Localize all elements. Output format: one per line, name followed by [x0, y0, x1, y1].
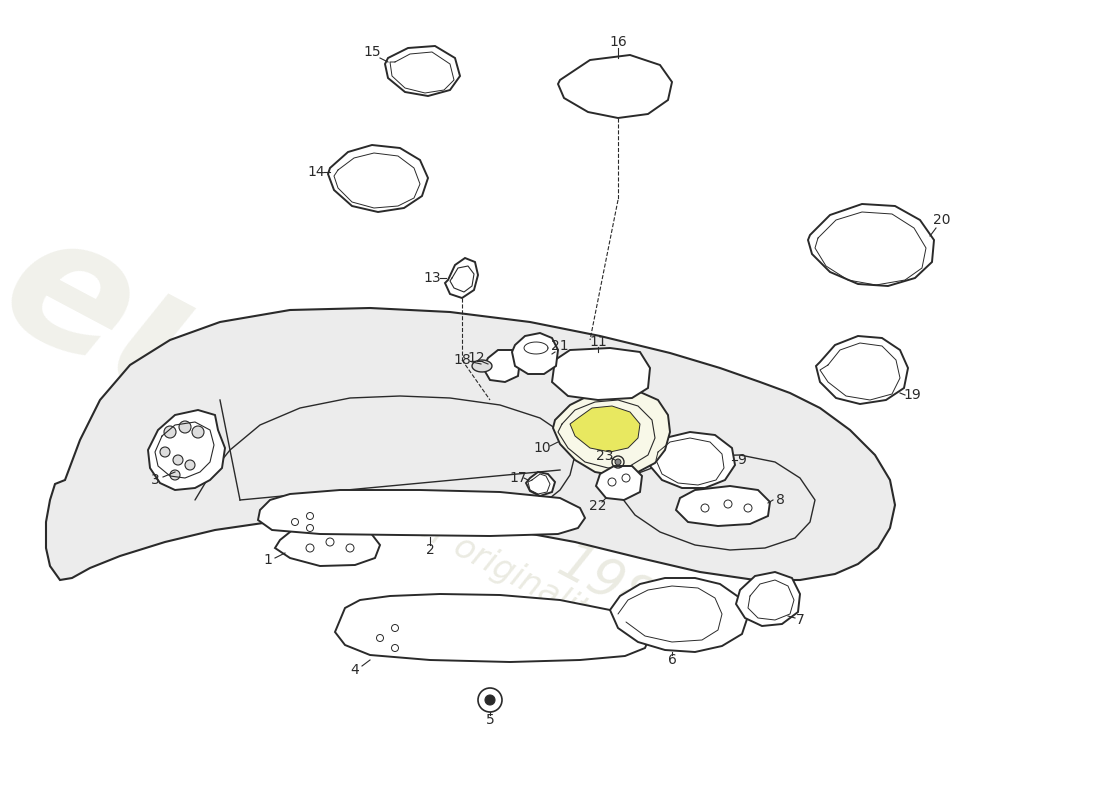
Polygon shape — [275, 522, 380, 566]
Text: 22: 22 — [590, 499, 607, 513]
Text: euro: euro — [0, 194, 466, 566]
Text: 3: 3 — [151, 473, 160, 487]
Polygon shape — [676, 486, 770, 526]
Text: 7: 7 — [795, 613, 804, 627]
Text: 19: 19 — [903, 388, 921, 402]
Polygon shape — [736, 572, 800, 626]
Polygon shape — [558, 55, 672, 118]
Text: a passion for originality: a passion for originality — [249, 423, 611, 637]
Text: 20: 20 — [933, 213, 950, 227]
Polygon shape — [336, 594, 650, 662]
Text: 10: 10 — [534, 441, 551, 455]
Circle shape — [170, 470, 180, 480]
Text: 6: 6 — [668, 653, 676, 667]
Circle shape — [192, 426, 204, 438]
Polygon shape — [816, 336, 908, 404]
Text: 1: 1 — [264, 553, 273, 567]
Text: 8: 8 — [776, 493, 784, 507]
Polygon shape — [553, 390, 670, 476]
Circle shape — [164, 426, 176, 438]
Polygon shape — [570, 406, 640, 452]
Polygon shape — [650, 432, 735, 488]
Text: 9: 9 — [738, 453, 747, 467]
Polygon shape — [148, 410, 225, 490]
Polygon shape — [610, 578, 748, 652]
Polygon shape — [328, 145, 428, 212]
Polygon shape — [526, 472, 556, 496]
Circle shape — [160, 447, 170, 457]
Polygon shape — [596, 466, 642, 500]
Circle shape — [185, 460, 195, 470]
Text: 15: 15 — [363, 45, 381, 59]
Polygon shape — [483, 350, 520, 382]
Text: 18: 18 — [453, 353, 471, 367]
Polygon shape — [385, 46, 460, 96]
Text: 11: 11 — [590, 335, 607, 349]
Polygon shape — [46, 308, 895, 580]
Circle shape — [179, 421, 191, 433]
Polygon shape — [472, 360, 492, 372]
Polygon shape — [446, 258, 478, 298]
Polygon shape — [808, 204, 934, 286]
Circle shape — [485, 695, 495, 705]
Text: 13: 13 — [424, 271, 441, 285]
Circle shape — [173, 455, 183, 465]
Polygon shape — [258, 490, 585, 536]
Text: 16: 16 — [609, 35, 627, 49]
Text: 21: 21 — [551, 339, 569, 353]
Text: 12: 12 — [468, 351, 485, 365]
Text: 23: 23 — [596, 449, 614, 463]
Text: 4: 4 — [351, 663, 360, 677]
Text: 14: 14 — [307, 165, 324, 179]
Text: 2: 2 — [426, 543, 434, 557]
Polygon shape — [512, 333, 558, 374]
Text: 1985: 1985 — [549, 535, 692, 645]
Circle shape — [615, 459, 622, 465]
Text: 17: 17 — [509, 471, 527, 485]
Text: 5: 5 — [485, 713, 494, 727]
Polygon shape — [552, 348, 650, 400]
